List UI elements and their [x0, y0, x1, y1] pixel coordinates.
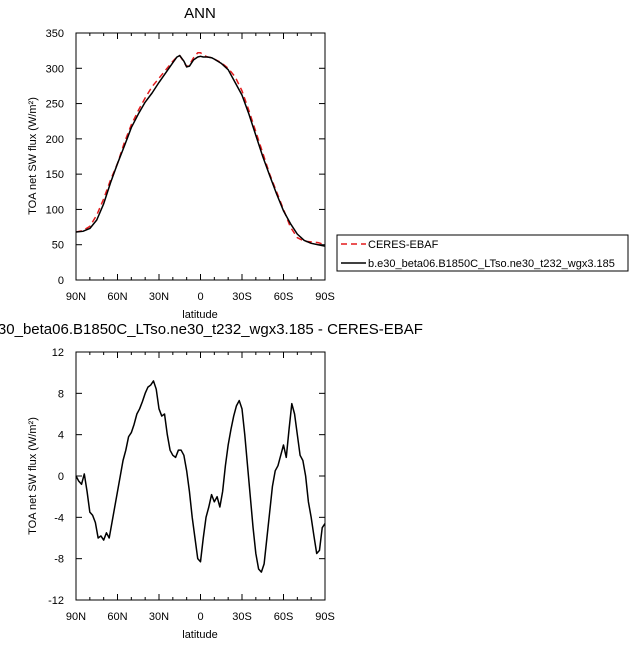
x-tick-label: 90S — [315, 611, 335, 623]
series-line-0-0 — [75, 52, 326, 246]
bottom-chart-ylabel: TOA net SW flux (W/m²) — [27, 417, 39, 535]
top-chart-title: ANN — [184, 5, 216, 22]
y-tick-label: 8 — [58, 388, 64, 400]
y-tick-label: -12 — [48, 595, 64, 607]
x-tick-label: 30N — [149, 611, 169, 623]
x-tick-label: 30S — [232, 611, 252, 623]
x-tick-label: 60N — [107, 611, 127, 623]
x-tick-label: 30S — [232, 291, 252, 303]
y-tick-label: -4 — [54, 512, 64, 524]
x-tick-label: 90N — [66, 611, 86, 623]
y-tick-label: 0 — [58, 471, 64, 483]
legend: CERES-EBAF b.e30_beta06.B1850C_LTso.ne30… — [336, 234, 629, 272]
y-tick-label: 150 — [46, 169, 64, 181]
x-tick-label: 0 — [197, 291, 203, 303]
y-tick-label: 300 — [46, 63, 64, 75]
y-tick-label: 100 — [46, 204, 64, 216]
y-tick-label: 200 — [46, 134, 64, 146]
y-tick-label: 50 — [52, 240, 64, 252]
top-chart-frame — [75, 32, 326, 281]
x-tick-label: 60N — [107, 291, 127, 303]
top-chart-ylabel: TOA net SW flux (W/m²) — [27, 97, 39, 215]
y-tick-label: 250 — [46, 99, 64, 111]
bottom-chart-xlabel: latitude — [182, 629, 217, 641]
legend-label-model: b.e30_beta06.B1850C_LTso.ne30_t232_wgx3.… — [368, 258, 615, 270]
bottom-chart-title: b.e30_beta06.B1850C_LTso.ne30_t232_wgx3.… — [0, 321, 423, 338]
y-tick-label: -8 — [54, 554, 64, 566]
top-chart-xlabel: latitude — [182, 309, 217, 321]
top-chart: ANN 90N 60N 30N 0 30S 60S 90S 0 50 100 150 200 250 3… — [27, 5, 335, 321]
x-tick-label: 60S — [274, 291, 294, 303]
legend-box — [336, 234, 629, 272]
x-tick-label: 90S — [315, 291, 335, 303]
legend-label-ceres: CERES-EBAF — [368, 239, 439, 251]
series-line-1-0 — [75, 380, 326, 573]
bottom-chart-frame — [75, 351, 326, 601]
x-tick-label: 30N — [149, 291, 169, 303]
x-tick-label: 0 — [197, 611, 203, 623]
y-tick-label: 12 — [52, 347, 64, 359]
x-tick-label: 60S — [274, 611, 294, 623]
y-tick-label: 350 — [46, 28, 64, 40]
bottom-chart: b.e30_beta06.B1850C_LTso.ne30_t232_wgx3.… — [0, 321, 423, 641]
series-line-0-1 — [75, 54, 326, 247]
x-tick-label: 90N — [66, 291, 86, 303]
y-tick-label: 0 — [58, 275, 64, 287]
y-tick-label: 4 — [58, 430, 64, 442]
